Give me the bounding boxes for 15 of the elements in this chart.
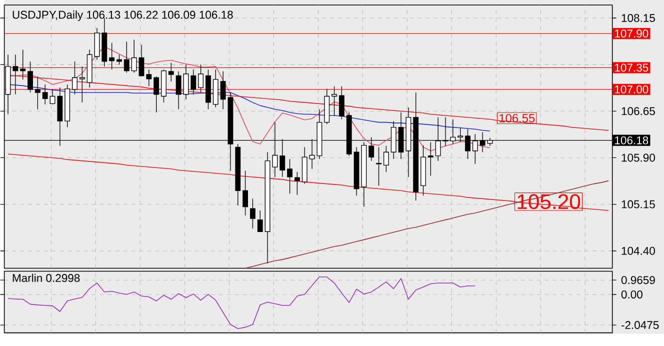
ref-line-label: 107.00	[615, 85, 648, 94]
y-tick-label: 105.15	[622, 200, 655, 208]
y-tick-label: 0.9659	[621, 276, 655, 284]
ref-line-label: 107.35	[615, 64, 648, 72]
ref-line-label: 106.18	[615, 136, 648, 144]
y-tick-label: 108.15	[622, 14, 655, 22]
ref-line-label: 107.90	[615, 30, 648, 38]
y-tick-label: 104.40	[622, 246, 655, 255]
y-tick-label: 105.90	[622, 154, 655, 162]
y-tick-label: 0.00	[621, 290, 642, 299]
y-tick-label: -2.0475	[621, 321, 659, 330]
chart-title: Marlin 0.2998	[12, 274, 80, 282]
annotation: 106.55	[500, 114, 535, 122]
chart-title: USDJPY,Daily 106.13 106.22 106.09 106.18	[12, 10, 233, 22]
y-tick-label: 106.65	[622, 107, 655, 116]
